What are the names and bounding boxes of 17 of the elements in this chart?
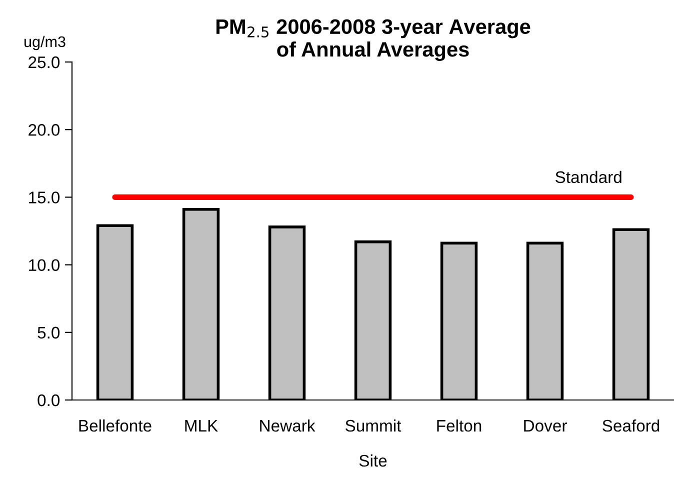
y-tick-label: 25.0	[28, 56, 60, 68]
x-tick-label: Felton	[437, 419, 482, 432]
y-tick-label: 15.0	[29, 192, 60, 204]
x-axis-title: Site	[359, 454, 387, 467]
y-axis-title: ug/m3	[24, 36, 66, 50]
x-tick-label: Dover	[524, 420, 567, 432]
chart-title: PM$_{2.5}$ 2006-2008 3-year Average of Annual Averages	[216, 19, 530, 61]
x-tick-label: Summit	[346, 419, 402, 432]
y-tick-label: 10.0	[29, 259, 60, 272]
x-tick-label: Bellefonte	[79, 419, 152, 432]
y-tick-label: 0.0	[38, 394, 60, 406]
y-tick-label: 5.0	[38, 326, 60, 339]
x-tick-label: MLK	[185, 420, 218, 432]
y-tick-label: 20.0	[28, 124, 60, 136]
ref-line-label: Standard	[556, 170, 622, 184]
x-tick-label: Newark	[260, 419, 316, 432]
x-tick-label: Seaford	[602, 419, 660, 432]
